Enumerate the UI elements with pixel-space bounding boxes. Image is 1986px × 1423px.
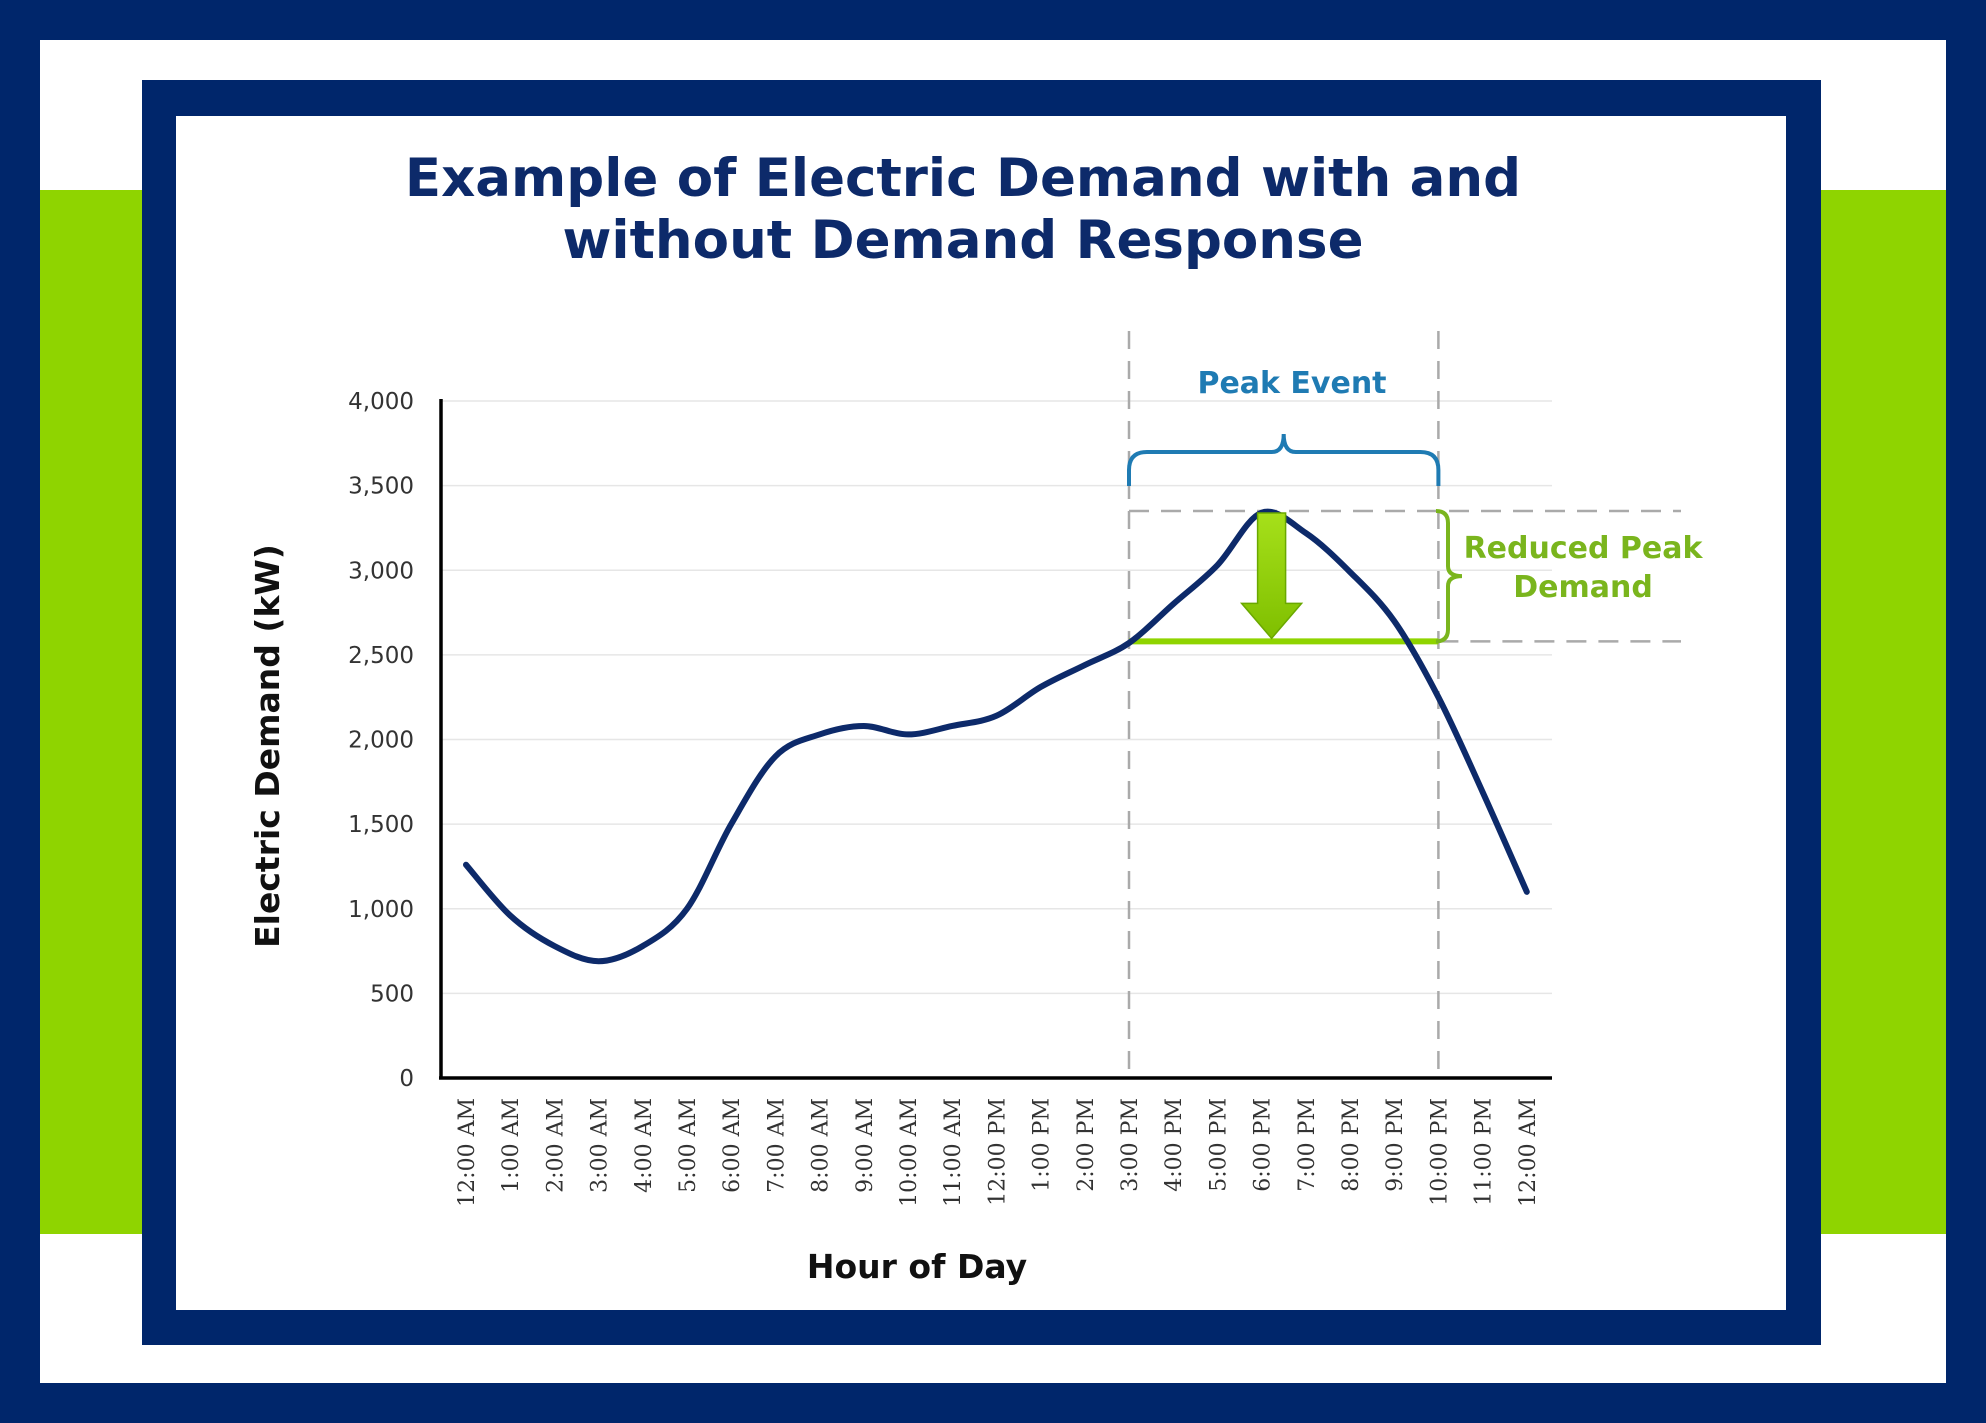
chart-title-line-2: without Demand Response [562,210,1363,271]
x-tick-label: 12:00 AM [1516,1098,1541,1207]
annotations [1127,433,1463,645]
x-tick-label: 12:00 AM [455,1098,480,1207]
x-tick-label: 6:00 PM [1251,1098,1276,1192]
peak-guides [1127,331,1681,1071]
left-green-accent [40,190,144,1234]
x-tick-labels: 12:00 AM 1:00 AM 2:00 AM 3:00 AM 4:00 AM 5:00… [455,1098,1541,1207]
x-tick-label: 2:00 AM [543,1098,568,1193]
x-tick-label: 6:00 AM [720,1098,745,1193]
x-tick-label: 10:00 PM [1427,1098,1452,1206]
reduction-arrow [1239,512,1304,640]
chart-panel: Example of Electric Demand with and with… [176,116,1786,1310]
x-tick-label: 5:00 PM [1206,1098,1231,1192]
x-tick-label: 4:00 AM [632,1098,657,1193]
x-tick-label: 1:00 AM [499,1098,524,1193]
x-tick-label: 9:00 PM [1383,1098,1408,1192]
x-tick-label: 8:00 PM [1339,1098,1364,1192]
x-tick-label: 7:00 PM [1295,1098,1320,1192]
chart-title-line-1: Example of Electric Demand with and [405,148,1521,209]
demand-line [463,508,1530,965]
x-tick-label: 3:00 PM [1118,1098,1143,1192]
reduced-peak-label-line-1: Reduced Peak [1464,531,1704,566]
x-tick-label: 3:00 AM [588,1098,613,1193]
y-tick-label: 1,000 [348,897,414,923]
peak-event-brace [1127,433,1441,486]
y-tick-label: 2,000 [348,728,414,754]
y-tick-label: 0 [399,1066,414,1092]
reduced-peak-label-line-2: Demand [1513,570,1653,605]
y-axis-title: Electric Demand (kW) [248,544,287,948]
x-tick-label: 11:00 PM [1472,1098,1497,1206]
x-tick-label: 8:00 AM [809,1098,834,1193]
gridlines [441,400,1552,995]
y-tick-label: 3,000 [348,558,414,584]
y-tick-label: 4,000 [348,389,414,415]
x-tick-label: 7:00 AM [764,1098,789,1193]
demand-chart: Example of Electric Demand with and with… [248,148,1704,1286]
y-tick-label: 2,500 [348,643,414,669]
reduction-arrow-group [1239,512,1304,640]
x-tick-label: 10:00 AM [897,1098,922,1207]
x-tick-label: 12:00 PM [985,1098,1010,1206]
y-tick-label: 500 [370,981,414,1007]
x-tick-label: 9:00 AM [853,1098,878,1193]
x-axis-title: Hour of Day [807,1247,1027,1286]
y-tick-labels: 0 500 1,000 1,500 2,000 2,500 3,000 3,500 4,000 [348,389,414,1092]
reduced-peak-brace [1435,509,1463,644]
y-tick-label: 1,500 [348,812,414,838]
x-tick-label: 1:00 PM [1030,1098,1055,1192]
x-tick-label: 2:00 PM [1074,1098,1099,1192]
x-tick-label: 4:00 PM [1162,1098,1187,1192]
x-tick-label: 11:00 AM [941,1098,966,1207]
x-tick-label: 5:00 AM [676,1098,701,1193]
axes [439,399,1552,1080]
peak-event-label: Peak Event [1197,366,1386,401]
right-green-accent [1820,190,1946,1234]
y-tick-label: 3,500 [348,474,414,500]
demand-series [463,508,1530,965]
